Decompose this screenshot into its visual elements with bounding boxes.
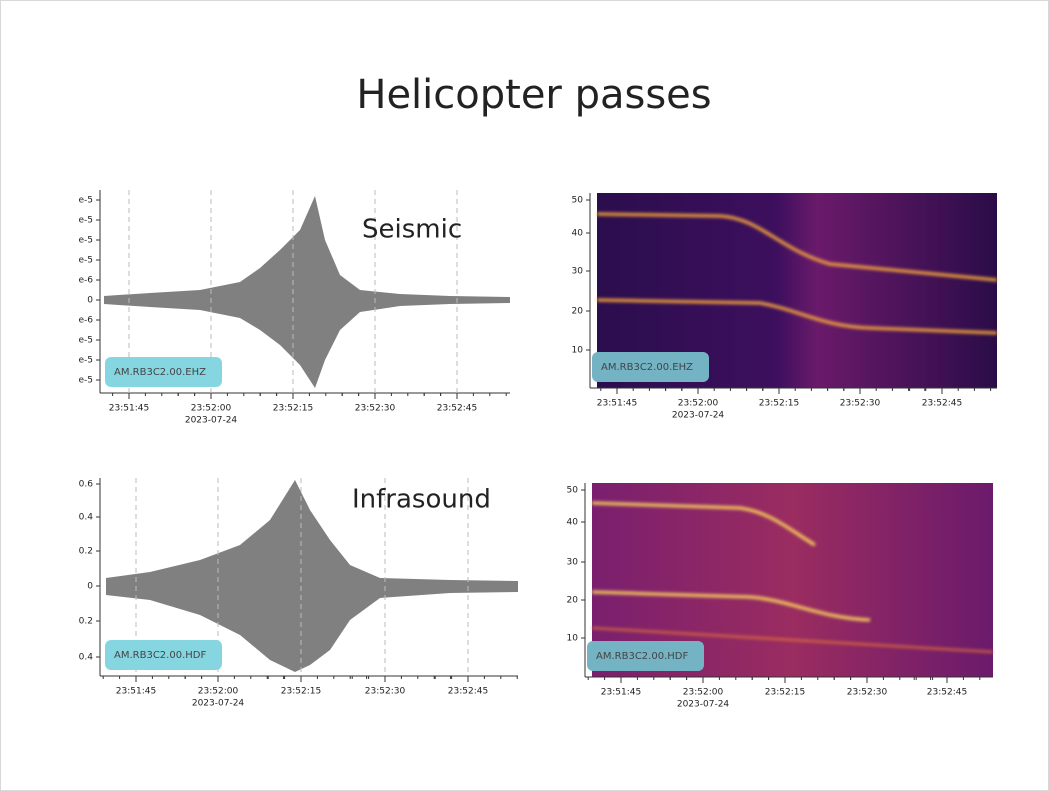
x-tick-label: 23:52:00 <box>683 688 724 698</box>
y-tick-label: 40 <box>567 518 579 528</box>
slide-title: Helicopter passes <box>356 72 711 118</box>
date-label: 2023-07-24 <box>677 700 730 710</box>
x-tick-label: 23:52:30 <box>847 688 888 698</box>
y-tick-label: e-5 <box>78 376 93 386</box>
y-tick-label: 50 <box>567 486 579 496</box>
y-tick-label: e-5 <box>78 196 93 206</box>
panel-label: Infrasound <box>352 485 491 515</box>
station-label: AM.RB3C2.00.HDF <box>596 651 688 662</box>
y-tick-label: e-5 <box>78 356 93 366</box>
y-tick-label: 10 <box>572 346 584 356</box>
x-tick-label: 23:52:00 <box>191 404 232 414</box>
x-tick-label: 23:52:45 <box>927 688 967 698</box>
x-tick-label: 23:52:30 <box>355 404 396 414</box>
station-badge <box>105 357 222 387</box>
y-tick-label: e-6 <box>78 276 93 286</box>
y-tick-label: 30 <box>567 558 579 568</box>
panel-label: Seismic <box>362 215 462 245</box>
y-tick-label: 10 <box>567 634 579 644</box>
x-tick-label: 23:52:15 <box>273 404 313 414</box>
date-label: 2023-07-24 <box>672 411 725 421</box>
infrasound-spectral-lines <box>591 501 994 653</box>
x-tick-label: 23:52:15 <box>765 688 805 698</box>
y-tick-label: 0.4 <box>79 513 94 523</box>
x-tick-label: 23:52:15 <box>759 399 799 409</box>
x-tick-label: 23:52:15 <box>281 687 321 697</box>
x-tick-label: 23:51:45 <box>601 688 641 698</box>
y-tick-label: 0 <box>87 582 93 592</box>
y-tick-label: 0.2 <box>79 547 93 557</box>
station-badge <box>592 352 709 382</box>
y-tick-label: 20 <box>572 307 584 317</box>
station-label: AM.RB3C2.00.EHZ <box>114 367 206 378</box>
x-tick-label: 23:52:45 <box>437 404 477 414</box>
x-tick-label: 23:52:30 <box>365 687 406 697</box>
x-tick-label: 23:52:00 <box>678 399 719 409</box>
x-tick-label: 23:51:45 <box>109 404 149 414</box>
x-tick-label: 23:51:45 <box>116 687 156 697</box>
y-tick-label: 0 <box>87 296 93 306</box>
x-tick-label: 23:52:30 <box>840 399 881 409</box>
y-tick-label: 0.4 <box>79 653 94 663</box>
x-tick-label: 23:52:00 <box>198 687 239 697</box>
seismic-spectral-lines <box>596 212 998 335</box>
y-tick-label: e-5 <box>78 236 93 246</box>
station-badge <box>105 640 222 670</box>
y-tick-label: 50 <box>572 196 584 206</box>
date-label: 2023-07-24 <box>192 699 245 709</box>
y-tick-label: 40 <box>572 229 584 239</box>
station-label: AM.RB3C2.00.EHZ <box>601 362 693 373</box>
y-tick-label: 0.2 <box>79 617 93 627</box>
x-tick-label: 23:52:45 <box>922 399 962 409</box>
date-label: 2023-07-24 <box>185 416 238 426</box>
y-tick-label: e-5 <box>78 336 93 346</box>
y-tick-label: 20 <box>567 596 579 606</box>
station-badge <box>587 641 704 671</box>
y-tick-label: 30 <box>572 267 584 277</box>
x-tick-label: 23:52:45 <box>448 687 488 697</box>
y-tick-label: e-5 <box>78 256 93 266</box>
seismic-waveform <box>104 196 510 388</box>
y-tick-label: 0.6 <box>79 480 94 490</box>
station-label: AM.RB3C2.00.HDF <box>114 650 206 661</box>
y-tick-label: e-5 <box>78 216 93 226</box>
y-tick-label: e-6 <box>78 316 93 326</box>
x-tick-label: 23:51:45 <box>597 399 637 409</box>
infrasound-waveform <box>106 480 518 672</box>
